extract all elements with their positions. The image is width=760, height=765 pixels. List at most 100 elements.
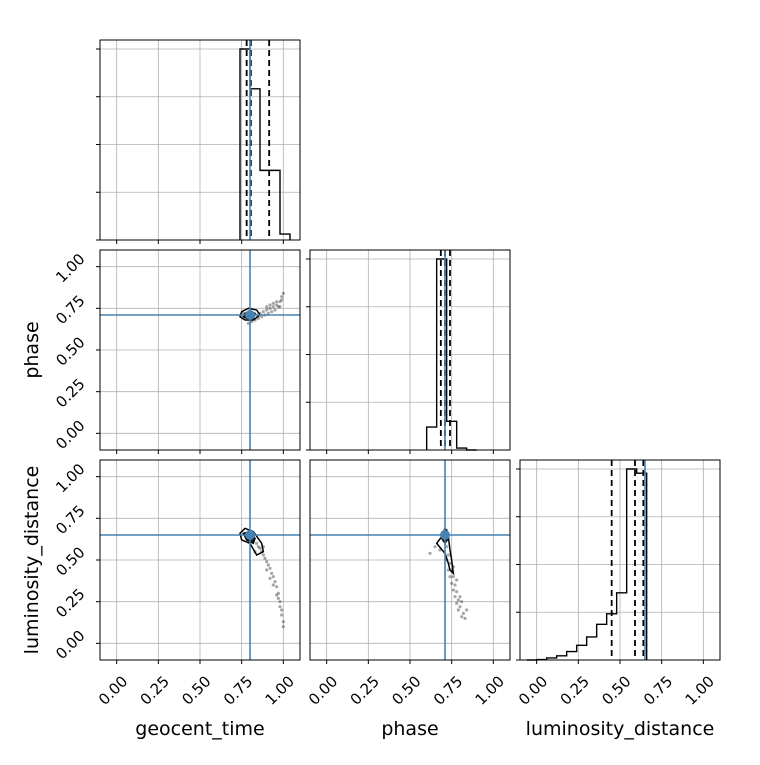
histogram-phase [425,258,477,451]
x-tick-label: 1.00 [472,672,508,708]
scatter-point [271,575,275,579]
x-tick-label: 0.50 [388,672,424,708]
x-axis-label-geocent_time: geocent_time [135,718,264,740]
scatter-point [270,310,274,314]
scatter-point [281,291,285,295]
scatter-point [260,315,264,319]
scatter-point [278,300,282,304]
scatter-point [250,320,254,324]
scatter-point [265,568,269,572]
x-tick-label: 0.00 [515,672,551,708]
y-tick-label: 0.25 [52,585,88,621]
scatter-point [276,596,280,600]
scatter-point [265,305,269,309]
scatter-point [261,553,265,557]
scatter-point [275,593,279,597]
scatter-point [276,305,280,309]
scatter-point [453,583,457,587]
x-tick-label: 0.25 [557,672,593,708]
scatter-point [458,595,462,599]
y-tick-label: 0.00 [52,627,88,663]
y-tick-label: 0.00 [52,417,88,453]
scatter-point [445,545,449,549]
scatter-point [280,298,284,302]
scatter-point [455,578,459,582]
x-tick-label: 1.00 [682,672,718,708]
panel-geocent_time-phase [96,249,301,454]
scatter-point [276,591,280,595]
scatter-point [280,613,284,617]
scatter-point [266,563,270,567]
x-axis-label-luminosity_distance: luminosity_distance [526,718,715,740]
scatter-point [256,545,260,549]
scatter-point [258,546,262,550]
x-tick-label: 0.25 [347,672,383,708]
scatter-point [261,310,265,314]
scatter-point [453,595,457,599]
scatter-point [455,590,459,594]
x-tick-label: 0.75 [640,672,676,708]
scatter-point [455,601,459,605]
y-tick-label: 0.75 [52,502,88,538]
contour-line [239,527,265,556]
scatter-point [465,608,469,612]
y-tick-label: 1.00 [52,460,88,496]
x-tick-label: 0.00 [305,672,341,708]
scatter-point [281,620,285,624]
x-tick-label: 0.75 [220,672,256,708]
scatter-point [280,608,284,612]
scatter-point [278,605,282,609]
y-tick-label: 0.50 [52,543,88,579]
panel-phase-luminosity_distance [309,459,511,664]
scatter-point [255,541,259,545]
x-tick-label: 0.50 [598,672,634,708]
scatter-point [268,303,272,307]
scatter-point [275,300,279,304]
scatter-point [273,580,277,584]
scatter-point [428,551,432,555]
scatter-point [448,575,452,579]
scatter-point [461,611,465,615]
scatter-point [278,305,282,309]
scatter-point [273,308,277,312]
scatter-point [278,600,282,604]
panel-luminosity_distance-luminosity_distance [516,459,721,664]
scatter-point [451,575,455,579]
x-tick-label: 0.50 [178,672,214,708]
scatter-point [266,311,270,315]
histogram-luminosity_distance [526,468,648,661]
y-tick-label: 0.50 [52,333,88,369]
scatter-point [265,308,269,312]
scatter-point [460,615,464,619]
x-tick-label: 0.25 [137,672,173,708]
scatter-point [268,306,272,310]
histogram-geocent_time [239,48,291,240]
scatter-point [270,571,274,575]
x-axis-label-phase: phase [381,718,438,740]
panel-phase-phase [306,249,511,454]
scatter-point [456,598,460,602]
scatter-point [460,600,464,604]
scatter-point [271,301,275,305]
scatter-point [268,566,272,570]
x-tick-label: 0.75 [430,672,466,708]
scatter-point [275,303,279,307]
scatter-point [433,545,437,549]
scatter-point [263,556,267,560]
scatter-point [275,585,279,589]
scatter-point [246,321,250,325]
y-axis-label-phase: phase [21,321,43,378]
scatter-point [271,305,275,309]
scatter-point [458,605,462,609]
scatter-point [268,576,272,580]
panel-geocent_time-geocent_time [96,39,301,244]
scatter-point [281,625,285,629]
y-axis-label-luminosity_distance: luminosity_distance [21,466,43,655]
scatter-point [451,588,455,592]
y-tick-label: 1.00 [52,250,88,286]
y-tick-label: 0.75 [52,292,88,328]
x-tick-label: 0.00 [95,672,131,708]
scatter-point [271,583,275,587]
